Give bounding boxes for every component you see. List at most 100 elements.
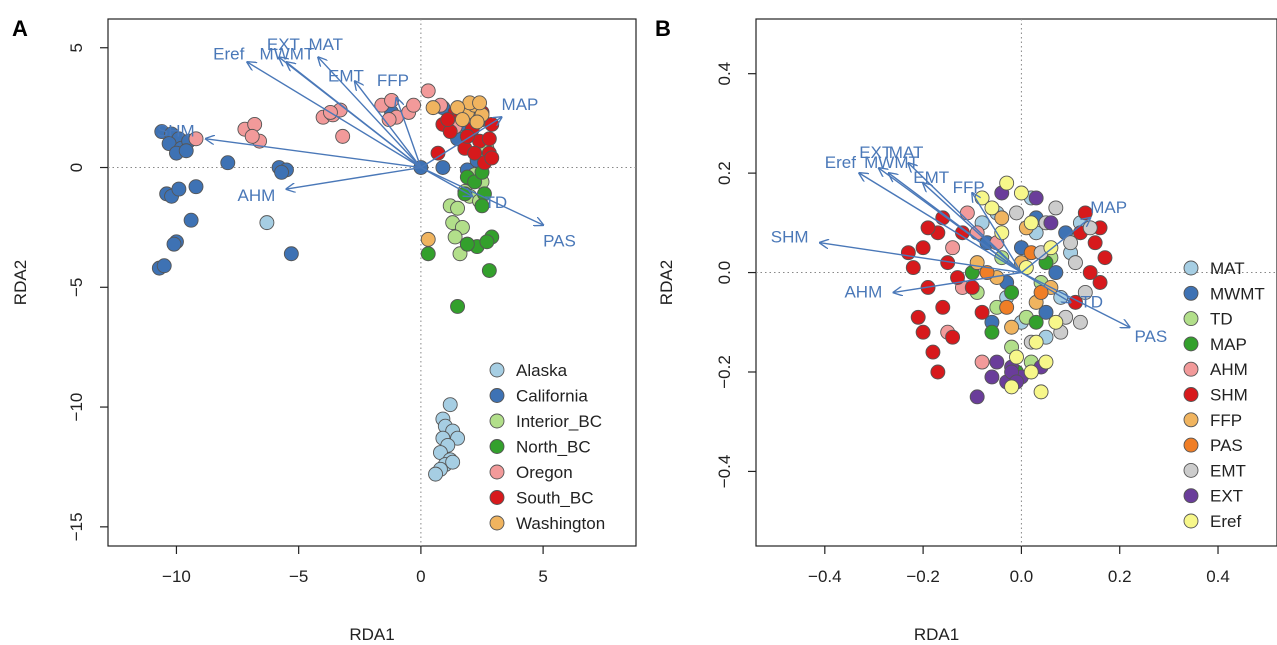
legend-marker-california (489, 388, 505, 403)
point-north-bc (420, 246, 436, 262)
legend-marker-south-bc (489, 490, 505, 505)
y-axis-label: RDA2 (11, 260, 30, 305)
y-axis-label: RDA2 (657, 260, 676, 305)
point-north-bc (479, 234, 495, 250)
point-california (220, 155, 236, 171)
point-california (435, 160, 451, 175)
point-pas (979, 265, 995, 281)
point-shm (930, 364, 946, 380)
point-eref (1023, 215, 1039, 231)
point-shm (925, 344, 941, 360)
panel-a: A −10 −5 0 5 −15 −10 −5 0 5 RDA1 RDA2 Eref EXTMWMTMAT… (11, 16, 637, 644)
point-oregon (244, 128, 260, 144)
point-south-bc (481, 131, 497, 147)
point-shm (910, 309, 926, 325)
legend-marker-interior-bc (489, 413, 505, 429)
x-tick-label: −0.4 (808, 567, 842, 586)
point-oregon (188, 131, 204, 147)
point-oregon (420, 83, 436, 99)
point-ffp (1004, 319, 1020, 335)
legend-marker-shm (1183, 387, 1199, 402)
arrow-label-pas: PAS (1134, 327, 1167, 346)
point-south-bc (442, 124, 458, 140)
point-north-bc (481, 263, 497, 278)
point-eref (1038, 354, 1054, 370)
arrow-label-shm: SHM (771, 228, 809, 247)
point-oregon (335, 128, 351, 144)
arrow-pas (1021, 271, 1129, 328)
point-california (171, 181, 187, 197)
x-tick-label: 0.0 (1010, 567, 1034, 586)
arrow-pas (420, 166, 543, 225)
point-california (183, 212, 199, 228)
arrow-label-emt: EMT (913, 168, 949, 187)
legend-label-washington: Washington (516, 514, 605, 533)
legend-marker-map (1183, 336, 1199, 352)
point-emt (1063, 235, 1079, 251)
point-oregon (406, 97, 422, 113)
legend-marker-ahm (1183, 361, 1199, 377)
point-washington (425, 100, 441, 116)
arrow-ahm (894, 271, 1022, 293)
legend-label-map: MAP (1210, 335, 1247, 354)
y-tick-label: −5 (67, 278, 86, 297)
y-tick-label: −10 (67, 393, 86, 422)
x-axis-label: RDA1 (914, 625, 959, 644)
point-alaska (259, 215, 275, 231)
legend-label-pas: PAS (1210, 436, 1243, 455)
point-california (178, 143, 194, 159)
point-north-bc (450, 299, 466, 314)
arrow-label-map: MAP (502, 95, 539, 114)
point-oregon (384, 92, 400, 108)
arrow-label-eref: Eref (825, 153, 856, 172)
x-tick-label: 0.2 (1108, 567, 1132, 586)
legend-label-mwmt: MWMT (1210, 284, 1265, 303)
point-washington (469, 114, 485, 130)
point-eref (1004, 379, 1020, 395)
point-south-bc (459, 128, 475, 144)
point-shm (950, 270, 965, 285)
legend-marker-ext (1183, 488, 1199, 504)
point-shm (905, 260, 921, 276)
point-south-bc (467, 145, 483, 161)
arrow-label-ext: EXT (267, 35, 300, 54)
arrow-label-ahm: AHM (844, 282, 882, 301)
arrow-label-ext: EXT (859, 143, 892, 162)
panel-letter: A (12, 16, 28, 41)
arrow-map (1020, 218, 1090, 274)
point-emt (1082, 220, 1098, 236)
arrow-ahm (286, 166, 421, 190)
x-tick-label: −5 (289, 567, 308, 586)
points-layer (900, 175, 1113, 405)
y-tick-label: 5 (67, 43, 86, 52)
x-tick-label: 0 (416, 567, 425, 586)
point-interior-bc (450, 200, 466, 216)
point-south-bc (440, 112, 456, 128)
legend-label-shm: SHM (1210, 386, 1248, 405)
legend-marker-ffp (1183, 412, 1199, 428)
legend-label-ext: EXT (1210, 487, 1243, 506)
arrow-ffp (396, 98, 422, 168)
point-ext (989, 354, 1005, 370)
point-eref (1023, 364, 1039, 380)
x-tick-label: 0.4 (1206, 567, 1230, 586)
point-california (156, 258, 172, 274)
point-emt (1048, 200, 1064, 216)
point-emt (1068, 255, 1083, 271)
point-eref (999, 175, 1015, 191)
arrow-emt (923, 183, 1022, 274)
x-tick-label: −10 (162, 567, 191, 586)
arrow-mat (318, 57, 422, 168)
arrow-shm (206, 139, 421, 169)
point-map (1028, 314, 1044, 330)
point-mwmt (1048, 265, 1064, 281)
point-california (283, 246, 299, 262)
plot-frame (107, 18, 637, 547)
arrow-label-map: MAP (1090, 198, 1127, 217)
legend-marker-td (1183, 311, 1199, 327)
arrow-label-mat: MAT (308, 35, 343, 54)
arrow-label-td: TD (1080, 292, 1103, 311)
point-interior-bc (447, 229, 463, 245)
